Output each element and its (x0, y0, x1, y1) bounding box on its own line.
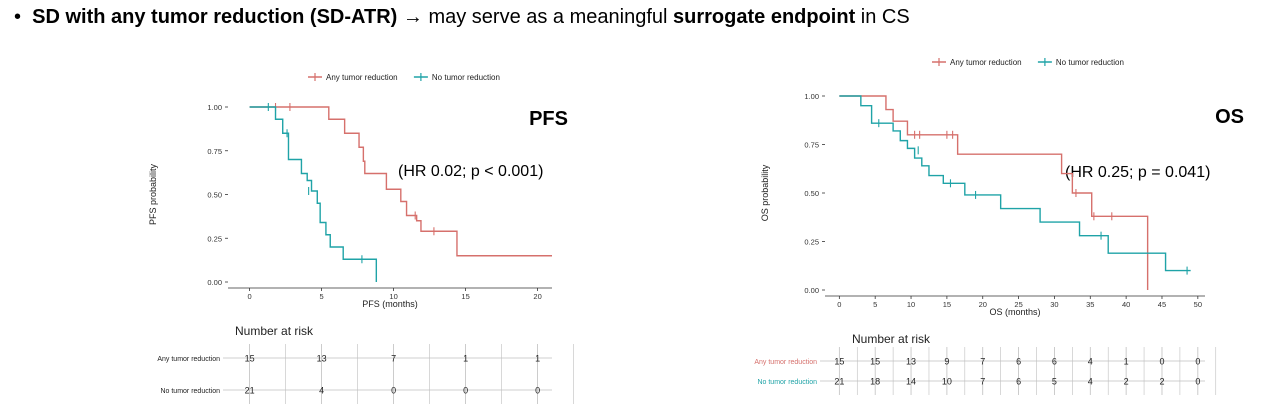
risk-value: 15 (834, 357, 844, 367)
risk-row-label: No tumor reduction (757, 379, 817, 386)
risk-value: 0 (1159, 357, 1164, 367)
x-tick-label: 5 (320, 292, 324, 301)
x-tick-label: 10 (907, 300, 915, 309)
risk-value: 7 (391, 354, 396, 364)
pfs-chart: Any tumor reduction No tumor reduction 0.0… (148, 73, 574, 404)
risk-value: 4 (1088, 377, 1093, 387)
risk-value: 0 (535, 386, 540, 396)
chart-title: OS (1215, 106, 1244, 128)
risk-value: 15 (245, 354, 255, 364)
y-tick-label: 0.50 (804, 189, 819, 198)
chart-title: PFS (529, 108, 568, 130)
risk-value: 2 (1124, 377, 1129, 387)
risk-value: 21 (245, 386, 255, 396)
risk-value: 0 (1195, 357, 1200, 367)
headline: • SD with any tumor reduction (SD-ATR) →… (14, 6, 910, 29)
x-tick-label: 50 (1194, 300, 1202, 309)
risk-value: 5 (1052, 377, 1057, 387)
risk-value: 21 (834, 377, 844, 387)
x-axis-label: OS (months) (989, 307, 1040, 317)
risk-value: 13 (317, 354, 327, 364)
risk-row-label: Any tumor reduction (157, 356, 220, 363)
risk-value: 6 (1016, 377, 1021, 387)
risk-value: 2 (1159, 377, 1164, 387)
legend-label: No tumor reduction (432, 73, 500, 82)
hazard-ratio-annotation: (HR 0.02; p < 0.001) (398, 163, 543, 180)
x-tick-label: 5 (873, 300, 877, 309)
y-tick-label: 0.25 (207, 234, 222, 243)
km-curve-no-tumor-reduction (839, 95, 1191, 272)
x-tick-label: 15 (461, 292, 469, 301)
risk-value: 0 (391, 386, 396, 396)
y-tick-label: 0.75 (804, 141, 819, 150)
risk-row-label: Any tumor reduction (754, 359, 817, 366)
bullet: • (14, 6, 22, 28)
risk-value: 7 (980, 357, 985, 367)
os-chart: Any tumor reduction No tumor reduction 0.0… (754, 58, 1244, 395)
legend-label: Any tumor reduction (326, 73, 398, 82)
hazard-ratio-annotation: (HR 0.25; p = 0.041) (1065, 164, 1210, 181)
risk-value: 6 (1016, 357, 1021, 367)
y-tick-label: 0.00 (207, 278, 222, 287)
x-tick-label: 45 (1158, 300, 1166, 309)
y-tick-label: 0.50 (207, 191, 222, 200)
risk-row-label: No tumor reduction (160, 388, 220, 395)
risk-value: 15 (870, 357, 880, 367)
headline-part3: in CS (855, 6, 910, 28)
y-axis-label: OS probability (760, 164, 770, 221)
km-curve-any-tumor-reduction (249, 106, 552, 257)
x-tick-label: 10 (389, 292, 397, 301)
x-tick-label: 30 (1050, 300, 1058, 309)
headline-arrow: → may serve as a meaningful (397, 6, 674, 28)
headline-part1: SD with any tumor reduction (SD-ATR) (32, 6, 398, 28)
x-tick-label: 40 (1122, 300, 1130, 309)
risk-value: 10 (942, 377, 952, 387)
x-axis-label: PFS (months) (362, 299, 418, 309)
y-tick-label: 0.00 (804, 286, 819, 295)
headline-part2: surrogate endpoint (673, 6, 856, 28)
legend-label: Any tumor reduction (950, 58, 1022, 67)
y-tick-label: 0.25 (804, 238, 819, 247)
risk-value: 1 (535, 354, 540, 364)
risk-value: 13 (906, 357, 916, 367)
risk-value: 0 (463, 386, 468, 396)
risk-value: 18 (870, 377, 880, 387)
x-tick-label: 20 (979, 300, 987, 309)
km-curve-no-tumor-reduction (249, 106, 378, 282)
x-tick-label: 0 (248, 292, 252, 301)
risk-value: 7 (980, 377, 985, 387)
y-tick-label: 1.00 (804, 92, 819, 101)
risk-value: 1 (463, 354, 468, 364)
risk-value: 4 (319, 386, 324, 396)
legend-label: No tumor reduction (1056, 58, 1124, 67)
x-tick-label: 20 (533, 292, 541, 301)
risk-value: 4 (1088, 357, 1093, 367)
x-tick-label: 35 (1086, 300, 1094, 309)
y-axis-label: PFS probability (148, 163, 158, 225)
km-curve-any-tumor-reduction (839, 95, 1149, 290)
x-tick-label: 0 (837, 300, 841, 309)
y-tick-label: 0.75 (207, 147, 222, 156)
risk-value: 9 (944, 357, 949, 367)
risk-value: 1 (1124, 357, 1129, 367)
risk-table-title: Number at risk (852, 332, 931, 346)
risk-value: 0 (1195, 377, 1200, 387)
x-tick-label: 15 (943, 300, 951, 309)
y-tick-label: 1.00 (207, 103, 222, 112)
risk-value: 6 (1052, 357, 1057, 367)
x-tick-label: 25 (1014, 300, 1022, 309)
risk-value: 14 (906, 377, 916, 387)
risk-table-title: Number at risk (235, 324, 314, 338)
